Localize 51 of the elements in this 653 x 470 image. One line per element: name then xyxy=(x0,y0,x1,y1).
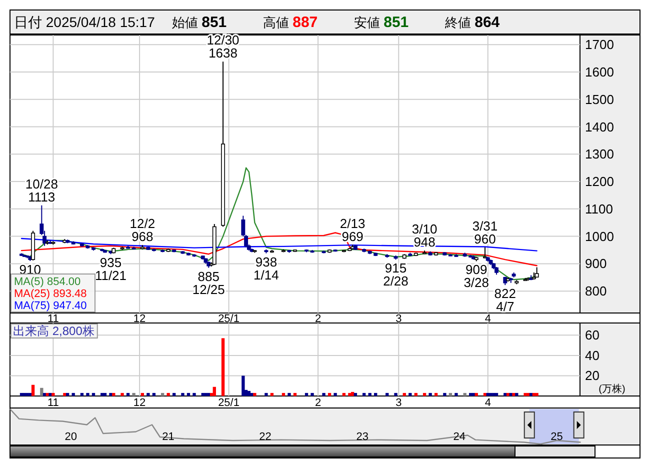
x-tick-label: 3 xyxy=(396,397,402,409)
annotation: 909 3/28 xyxy=(464,262,490,290)
annotation: 915 2/28 xyxy=(383,260,408,289)
x-tick-label: 12 xyxy=(133,397,146,409)
x-tick-label: 4 xyxy=(484,397,491,409)
y-tick-label: 1100 xyxy=(585,201,613,216)
x-tick-label: 24 xyxy=(453,431,466,443)
y-tick-label: 60 xyxy=(585,328,600,343)
text: MA(75) 947.40 xyxy=(14,300,87,312)
x-tick-label: 11 xyxy=(47,313,59,325)
annotation: 938 1/14 xyxy=(254,254,279,282)
y-tick-label: 800 xyxy=(585,284,607,299)
x-tick-label: 25/1 xyxy=(218,313,240,325)
text: 安値 851 xyxy=(354,14,409,31)
y-tick-label: 40 xyxy=(585,348,600,363)
x-tick-label: 3 xyxy=(396,313,402,325)
x-tick-label: 21 xyxy=(162,431,174,443)
annotation: 935 11/21 xyxy=(94,255,127,284)
y-tick-label: 1600 xyxy=(585,64,614,80)
text: 高値 887 xyxy=(263,14,318,31)
y-tick-label: 1700 xyxy=(585,37,614,52)
chart-title: 日付 2025/04/18 15:17 xyxy=(14,14,156,30)
x-tick-label: 25 xyxy=(550,431,563,443)
x-tick-label: 4 xyxy=(484,313,491,325)
annotation: 12/30 1638 xyxy=(206,32,240,61)
text: 始値 851 xyxy=(172,14,227,31)
x-tick-label: 11 xyxy=(47,397,59,409)
annotation: 822 4/7 xyxy=(494,286,516,314)
y-tick-label: 1300 xyxy=(585,146,614,162)
y-tick-label: 20 xyxy=(585,368,600,384)
y-tick-label: 1000 xyxy=(585,228,614,244)
y-tick-label: 900 xyxy=(585,256,607,272)
x-tick-label: 22 xyxy=(259,431,272,443)
chart-title: 出来高 2,800株 xyxy=(13,324,94,338)
x-tick-label: 12 xyxy=(133,313,146,325)
annotation: 885 12/25 xyxy=(192,268,225,297)
x-tick-label: 25/1 xyxy=(218,397,240,409)
x-tick-label: 23 xyxy=(356,431,368,443)
x-tick-label: 2 xyxy=(314,313,322,325)
y-tick-label: 1200 xyxy=(585,174,614,190)
annotation: 12/2 968 xyxy=(130,216,156,244)
text: MA(25) 893.48 xyxy=(14,288,87,300)
y-tick-label: 1400 xyxy=(585,119,614,134)
annotation: 3/31 960 xyxy=(472,218,498,246)
x-tick-label: 20 xyxy=(64,431,78,443)
y-tick-label: 1500 xyxy=(585,92,614,107)
x-tick-label: 2 xyxy=(314,397,322,409)
annotation: 10/28 1113 xyxy=(25,176,58,204)
text: MA(5) 854.00 xyxy=(14,276,81,288)
y-axis-title: (万株) xyxy=(598,383,626,395)
text: 終値 864 xyxy=(444,14,500,31)
